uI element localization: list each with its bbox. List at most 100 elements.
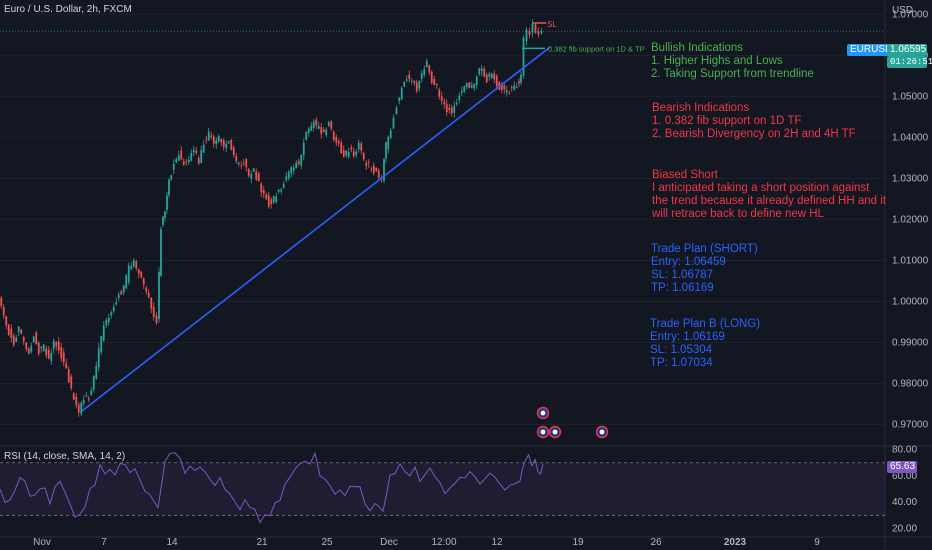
candle-body	[307, 128, 310, 133]
axis-currency-label: USD	[892, 5, 913, 16]
candle-body	[387, 136, 390, 150]
time-tick-label: Dec	[380, 537, 398, 548]
price-tick-label: 1.03000	[892, 173, 929, 184]
candle-body	[112, 306, 115, 312]
candle-body	[217, 136, 220, 142]
candle-body	[277, 189, 280, 192]
price-tick-label: 0.98000	[892, 378, 929, 389]
candle-body	[531, 23, 534, 33]
candle-body	[410, 80, 413, 82]
candle-body	[493, 73, 496, 80]
candle-body	[245, 158, 248, 168]
candle-body	[252, 168, 255, 172]
candle-body	[142, 278, 145, 285]
candle-body	[438, 89, 441, 97]
candle-body	[310, 125, 313, 131]
rsi-tick-label: 40.00	[892, 497, 917, 508]
candle-body	[140, 271, 143, 278]
candle-body	[335, 137, 338, 143]
candle-body	[65, 363, 68, 369]
candle-body	[395, 107, 398, 115]
biased-line: will retrace back to define new HL	[652, 208, 824, 220]
candle-body	[10, 328, 13, 338]
price-badge: 1.06595	[887, 44, 927, 56]
candle-body	[57, 341, 60, 351]
candle-body	[227, 141, 230, 144]
candle-body	[85, 395, 88, 397]
candle-body	[25, 342, 28, 350]
candle-body	[200, 150, 203, 164]
candle-body	[210, 135, 213, 137]
time-tick-label: 9	[814, 537, 820, 548]
candle-body	[137, 269, 140, 274]
candle-body	[537, 31, 540, 35]
candle-body	[232, 147, 235, 155]
candle-body	[270, 199, 273, 204]
plan-b-annotation: Trade Plan B (LONG) Entry: 1.06169 SL: 1…	[650, 318, 760, 370]
plan-b-title: Trade Plan B (LONG)	[650, 318, 761, 330]
candle-body	[470, 85, 473, 88]
candle-body	[305, 131, 308, 140]
economic-event-icon-dot	[599, 429, 605, 435]
economic-event-icon-dot	[540, 410, 546, 416]
candle-body	[300, 154, 303, 166]
candle-body	[90, 390, 93, 395]
candle-body	[302, 142, 305, 156]
candle-body	[483, 68, 486, 77]
price-tick-label: 0.97000	[892, 419, 929, 430]
plan-a-line: TP: 1.06169	[651, 282, 714, 294]
candle-body	[448, 107, 451, 110]
candle-body	[385, 142, 387, 159]
plan-b-line: TP: 1.07034	[650, 357, 713, 369]
candle-body	[132, 260, 135, 267]
candle-body	[185, 161, 188, 163]
candle-body	[367, 162, 370, 164]
candle-body	[320, 127, 323, 134]
candle-body	[453, 105, 456, 113]
candle-body	[177, 155, 180, 161]
candle-body	[122, 285, 125, 293]
time-tick-label: 12	[491, 537, 503, 548]
candle-body	[7, 324, 10, 335]
fib-label: 0.382 fib support on 1D & TP	[548, 44, 645, 53]
bearish-line: 1. 0.382 fib support on 1D TF	[652, 115, 802, 127]
biased-line: I anticipated taking a short position ag…	[652, 182, 870, 194]
economic-event-icon-dot	[540, 429, 546, 435]
candle-body	[250, 174, 253, 179]
candle-body	[60, 347, 63, 359]
candle-body	[47, 349, 50, 359]
candle-body	[285, 176, 288, 181]
time-tick-label: 14	[166, 537, 178, 548]
candle-body	[282, 184, 285, 188]
candle-body	[475, 76, 478, 85]
price-tick-label: 1.01000	[892, 255, 929, 266]
candle-body	[70, 376, 73, 389]
candle-body	[372, 165, 375, 174]
candle-body	[225, 143, 228, 149]
trendline	[81, 46, 551, 412]
time-tick-label: Nov	[33, 537, 51, 548]
candle-body	[295, 162, 298, 169]
candle-body	[360, 143, 363, 151]
bullish-annotation: Bullish Indications 1. Higher Highs and …	[651, 42, 814, 81]
candle-body	[340, 142, 343, 154]
candle-body	[192, 149, 195, 153]
candle-body	[297, 160, 300, 165]
candle-body	[392, 117, 395, 129]
candle-body	[145, 287, 148, 292]
candle-body	[332, 131, 335, 140]
candle-body	[162, 216, 164, 225]
candle-body	[180, 150, 183, 160]
candle-body	[212, 136, 215, 144]
candle-body	[525, 29, 528, 41]
plan-a-title: Trade Plan (SHORT)	[651, 243, 758, 255]
candle-body	[398, 97, 401, 102]
candle-body	[187, 159, 190, 163]
candle-body	[267, 195, 270, 207]
rsi-tick-label: 60.00	[892, 471, 917, 482]
bullish-line: 2. Taking Support from trendline	[651, 68, 814, 80]
candle-body	[522, 38, 525, 76]
chart-title: Euro / U.S. Dollar, 2h, FXCM	[4, 4, 132, 15]
candle-body	[420, 72, 423, 80]
